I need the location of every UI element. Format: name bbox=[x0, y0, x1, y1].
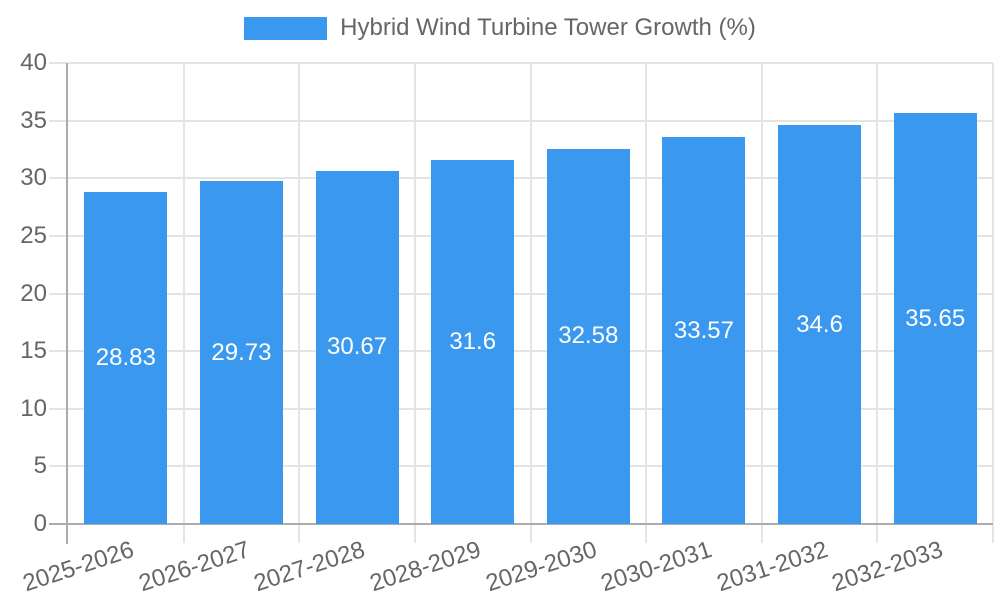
legend-item[interactable]: Hybrid Wind Turbine Tower Growth (%) bbox=[244, 14, 756, 42]
y-tick-label: 35 bbox=[20, 106, 47, 134]
y-tick-label: 40 bbox=[20, 49, 47, 76]
y-tick bbox=[49, 407, 67, 410]
bar-value-label: 31.6 bbox=[449, 327, 497, 355]
bar-value-label: 33.57 bbox=[673, 316, 734, 344]
bar[interactable] bbox=[546, 148, 630, 524]
y-tick-label: 5 bbox=[33, 452, 47, 480]
y-tick-label: 30 bbox=[20, 164, 47, 192]
x-tick-label: 2030-2031 bbox=[597, 536, 716, 598]
y-tick-label: 10 bbox=[20, 394, 47, 422]
bar-value-label: 32.58 bbox=[558, 322, 619, 350]
bar-value-label: 35.65 bbox=[905, 304, 966, 332]
y-tick bbox=[49, 119, 67, 122]
x-tick-label: 2025-2026 bbox=[19, 536, 138, 598]
bar[interactable] bbox=[199, 181, 283, 524]
bar-value-label: 34.6 bbox=[796, 310, 843, 338]
gridline-v bbox=[298, 63, 301, 524]
y-tick bbox=[49, 292, 67, 295]
x-tick bbox=[182, 525, 185, 543]
x-axis-line bbox=[49, 523, 993, 525]
y-tick bbox=[49, 177, 67, 180]
x-tick bbox=[529, 525, 532, 543]
x-tick bbox=[876, 525, 879, 543]
bar[interactable] bbox=[893, 113, 977, 524]
bar[interactable] bbox=[662, 137, 746, 524]
bar-value-label: 30.67 bbox=[327, 333, 388, 361]
x-tick-label: 2026-2027 bbox=[135, 536, 253, 598]
y-tick bbox=[49, 465, 67, 468]
x-tick-label: 2028-2029 bbox=[366, 536, 485, 598]
gridline-v bbox=[992, 63, 994, 524]
y-tick bbox=[49, 62, 67, 64]
y-axis-line bbox=[66, 63, 68, 544]
bar[interactable] bbox=[315, 170, 399, 524]
gridline-v bbox=[645, 63, 648, 524]
bar[interactable] bbox=[778, 125, 862, 524]
y-tick bbox=[49, 234, 67, 237]
bar-value-label: 28.83 bbox=[95, 343, 156, 371]
x-tick-label: 2029-2030 bbox=[482, 536, 600, 598]
y-tick-label: 15 bbox=[20, 337, 47, 365]
gridline-v bbox=[760, 63, 763, 524]
y-tick bbox=[49, 350, 67, 353]
gridline-v bbox=[182, 63, 185, 524]
x-tick bbox=[645, 525, 648, 543]
gridline-v bbox=[529, 63, 532, 524]
x-tick-label: 2032-2033 bbox=[829, 536, 947, 598]
y-tick-label: 0 bbox=[33, 510, 47, 537]
x-tick-label: 2027-2028 bbox=[250, 536, 369, 598]
y-tick-label: 20 bbox=[20, 279, 47, 307]
x-tick-label: 2031-2032 bbox=[713, 536, 831, 598]
bar-value-label: 29.73 bbox=[211, 338, 272, 366]
chart-legend: Hybrid Wind Turbine Tower Growth (%) bbox=[0, 14, 1000, 42]
bar[interactable] bbox=[431, 159, 515, 524]
legend-label: Hybrid Wind Turbine Tower Growth (%) bbox=[340, 14, 756, 41]
x-tick bbox=[413, 525, 416, 543]
x-tick bbox=[992, 525, 994, 543]
gridline-v bbox=[413, 63, 416, 524]
gridline-v bbox=[876, 63, 879, 524]
x-tick bbox=[298, 525, 301, 543]
legend-swatch bbox=[244, 16, 328, 40]
x-tick bbox=[760, 525, 763, 543]
y-tick-label: 25 bbox=[20, 221, 47, 249]
bar[interactable] bbox=[84, 191, 168, 524]
